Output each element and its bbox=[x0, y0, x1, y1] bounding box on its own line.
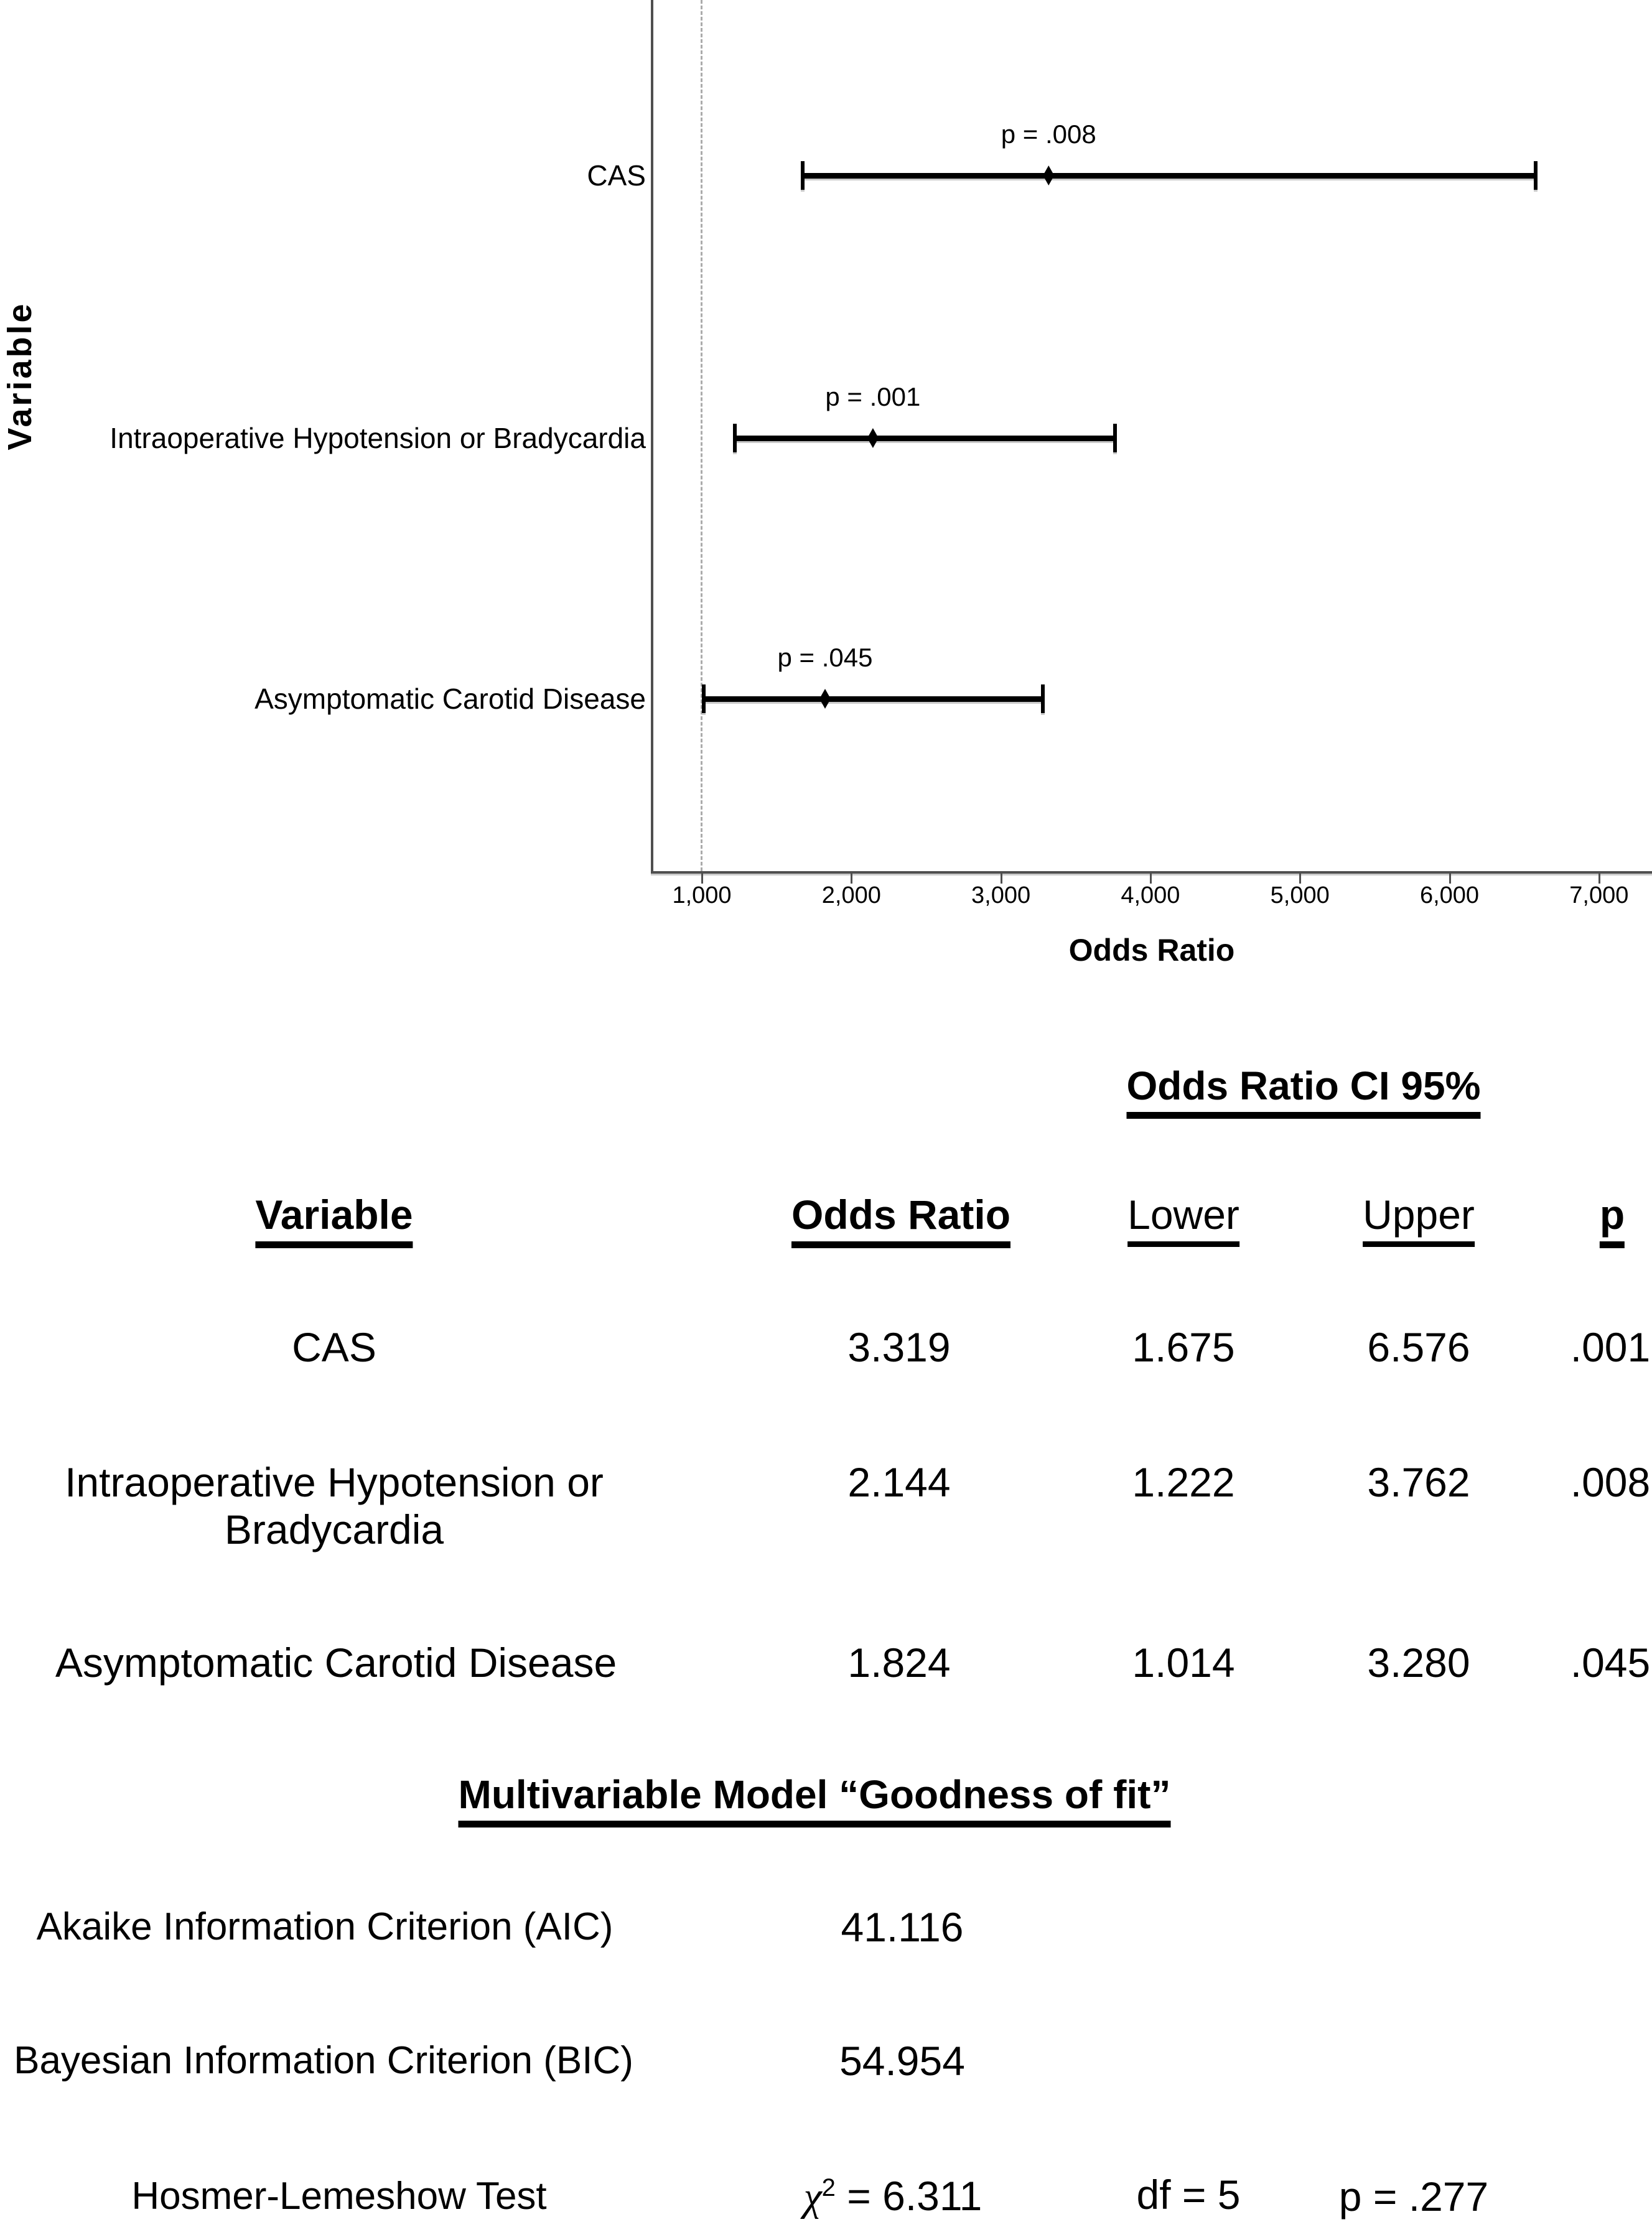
reference-line-or-1 bbox=[701, 0, 702, 871]
category-label: Asymptomatic Carotid Disease bbox=[254, 683, 646, 715]
x-tick-label: 2,000 bbox=[821, 882, 881, 908]
table-group-header-text: Odds Ratio CI 95% bbox=[1126, 1063, 1481, 1119]
x-tick-mark bbox=[1149, 874, 1152, 884]
hosmer-lemeshow-p: p = .277 bbox=[1338, 2173, 1489, 2220]
table-row-acd-variable: Asymptomatic Carotid Disease bbox=[55, 1640, 617, 1686]
ci-bar bbox=[803, 173, 1536, 179]
ci-bar bbox=[704, 696, 1043, 702]
odds-ratio-marker bbox=[1043, 166, 1055, 185]
category-label: CAS bbox=[587, 159, 646, 192]
p-value-annotation: p = .008 bbox=[1001, 119, 1096, 149]
table-row-cas-lower: 1.675 bbox=[1132, 1324, 1235, 1370]
x-tick-label: 4,000 bbox=[1121, 882, 1180, 908]
ci-upper-cap bbox=[1113, 424, 1117, 452]
chi-value: = 6.311 bbox=[835, 2173, 982, 2219]
x-tick-label: 3,000 bbox=[971, 882, 1031, 908]
bic-value: 54.954 bbox=[839, 2038, 965, 2084]
chi-symbol: χ bbox=[803, 2174, 822, 2220]
ci-lower-cap bbox=[733, 424, 737, 452]
table-row-cas-variable: CAS bbox=[292, 1324, 376, 1370]
x-tick-mark bbox=[1299, 874, 1302, 884]
y-axis-title: Variable bbox=[1, 301, 39, 450]
table-row-acd-lower: 1.014 bbox=[1132, 1640, 1235, 1686]
x-tick-mark bbox=[1000, 874, 1002, 884]
table-row-acd-upper: 3.280 bbox=[1367, 1640, 1470, 1686]
aic-value: 41.116 bbox=[841, 1904, 964, 1950]
table-row-cas-p: .001 bbox=[1570, 1324, 1651, 1370]
table-row-cas-upper: 6.576 bbox=[1367, 1324, 1470, 1370]
category-label: Intraoperative Hypotension or Bradycardi… bbox=[110, 422, 646, 454]
y-axis-line bbox=[651, 0, 653, 872]
hosmer-lemeshow-label: Hosmer-Lemeshow Test bbox=[131, 2175, 547, 2218]
x-axis-title: Odds Ratio bbox=[1068, 933, 1235, 968]
column-header-upper: Upper bbox=[1363, 1191, 1475, 1247]
ci-bar bbox=[735, 436, 1115, 441]
x-tick-mark bbox=[851, 874, 853, 884]
column-header-odds-ratio: Odds Ratio bbox=[791, 1191, 1011, 1248]
ci-upper-cap bbox=[1533, 161, 1538, 190]
x-tick-mark bbox=[1449, 874, 1451, 884]
table-row-ihb-lower: 1.222 bbox=[1132, 1459, 1235, 1505]
x-tick-label: 7,000 bbox=[1569, 882, 1629, 908]
x-tick-label: 1,000 bbox=[672, 882, 732, 908]
table-row-ihb-p: .008 bbox=[1570, 1459, 1651, 1505]
table-row-ihb-or: 2.144 bbox=[847, 1459, 951, 1505]
column-header-p: p bbox=[1599, 1191, 1625, 1248]
x-tick-label: 5,000 bbox=[1270, 882, 1330, 908]
odds-ratio-marker bbox=[867, 428, 879, 448]
forest-plot: Variable 1,000 2,000 3,000 4,000 5,000 6,000 7… bbox=[0, 0, 1652, 996]
column-header-lower: Lower bbox=[1127, 1191, 1239, 1247]
goodness-of-fit-heading: Multivariable Model “Goodness of fit” bbox=[458, 1771, 1171, 1828]
p-value-annotation: p = .045 bbox=[777, 643, 873, 672]
chi-exponent: 2 bbox=[821, 2174, 836, 2201]
table-row-ihb-upper: 3.762 bbox=[1367, 1459, 1470, 1505]
hosmer-lemeshow-df: df = 5 bbox=[1136, 2172, 1241, 2218]
goodness-of-fit-heading-text: Multivariable Model “Goodness of fit” bbox=[458, 1772, 1171, 1828]
ci-upper-cap bbox=[1040, 684, 1045, 713]
hosmer-lemeshow-chi-square: χ2 = 6.311 bbox=[804, 2172, 982, 2221]
table-row-acd-p: .045 bbox=[1570, 1640, 1651, 1686]
ci-lower-cap bbox=[702, 684, 706, 713]
table-row-acd-or: 1.824 bbox=[847, 1640, 951, 1686]
ci-lower-cap bbox=[801, 161, 805, 190]
aic-label: Akaike Information Criterion (AIC) bbox=[36, 1905, 614, 1948]
odds-ratio-marker bbox=[819, 689, 831, 709]
x-tick-mark bbox=[1598, 874, 1600, 884]
table-row-ihb-variable: Intraoperative Hypotension or Bradycardi… bbox=[65, 1459, 604, 1552]
x-tick-mark bbox=[701, 874, 703, 884]
p-value-annotation: p = .001 bbox=[825, 382, 921, 411]
x-tick-label: 6,000 bbox=[1419, 882, 1480, 908]
table-row-cas-or: 3.319 bbox=[847, 1324, 951, 1370]
x-axis-line bbox=[651, 871, 1652, 874]
bic-label: Bayesian Information Criterion (BIC) bbox=[14, 2039, 633, 2082]
column-header-variable: Variable bbox=[255, 1191, 413, 1248]
table-group-header: Odds Ratio CI 95% bbox=[1126, 1062, 1481, 1119]
